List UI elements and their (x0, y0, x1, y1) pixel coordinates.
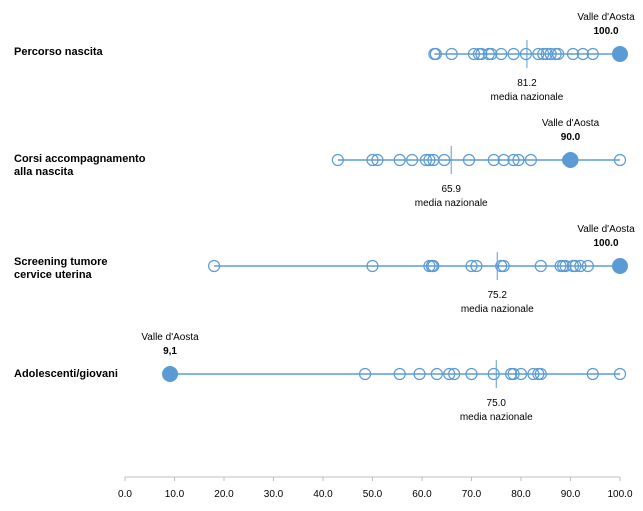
national-average-label: media nazionale (415, 198, 488, 209)
region-point (497, 259, 510, 273)
valle-daosta-point (162, 366, 179, 382)
region-point (413, 367, 426, 381)
x-tick-label: 90.0 (561, 489, 581, 500)
x-tick-label: 0.0 (118, 489, 132, 500)
valle-daosta-name-label: Valle d'Aosta (577, 224, 635, 235)
region-point (613, 367, 627, 381)
x-tick-label: 50.0 (363, 489, 383, 500)
region-point (497, 153, 510, 167)
valle-daosta-value-label: 100.0 (593, 26, 618, 37)
region-point (427, 259, 440, 273)
region-point (419, 153, 433, 167)
region-point (559, 259, 572, 273)
row-label-adolescenti: Adolescenti/giovani (14, 368, 118, 381)
valle-daosta-point (562, 152, 579, 168)
region-point (586, 367, 599, 381)
region-point (569, 259, 582, 273)
region-point (527, 367, 540, 381)
national-average-value: 81.2 (517, 78, 537, 89)
row-label-adolescenti-line-1: Adolescenti/giovani (14, 368, 118, 380)
region-point (581, 259, 594, 273)
region-point (208, 259, 221, 273)
region-point (465, 259, 478, 273)
region-point (366, 259, 379, 273)
national-average-value: 75.2 (488, 290, 508, 301)
region-point (566, 47, 580, 61)
valle-daosta-point (612, 46, 628, 62)
region-point (406, 153, 419, 167)
national-average-label: media nazionale (461, 304, 534, 315)
x-tick-label: 80.0 (511, 489, 531, 500)
region-point (371, 153, 384, 167)
region-point (512, 153, 525, 167)
valle-daosta-point (612, 258, 628, 274)
region-point (519, 47, 533, 61)
x-tick-label: 70.0 (462, 489, 482, 500)
region-point (331, 153, 344, 167)
region-point (487, 153, 500, 167)
x-tick-label: 20.0 (214, 489, 234, 500)
x-tick-label: 100.0 (607, 489, 632, 500)
row-label-percorso: Percorso nascita (14, 46, 103, 59)
region-point (544, 47, 557, 61)
row-label-percorso-line-1: Percorso nascita (14, 46, 103, 58)
region-point (438, 153, 451, 167)
region-point (429, 47, 442, 61)
row-label-screening-line-1: Screening tumore (14, 256, 108, 268)
region-point (507, 367, 520, 381)
region-point (552, 47, 565, 61)
region-point (507, 153, 520, 167)
region-point (430, 367, 443, 381)
region-point (485, 47, 498, 61)
region-point (532, 47, 545, 61)
region-point (427, 153, 440, 167)
row-label-screening-line-2: cervice uterina (14, 269, 92, 281)
row-label-screening: Screening tumore cervice uterina (14, 256, 108, 282)
region-point (537, 47, 550, 61)
region-point (576, 47, 589, 61)
region-point (393, 367, 406, 381)
region-point (524, 153, 538, 167)
region-point (534, 367, 547, 381)
national-average-value: 75.0 (487, 398, 507, 409)
valle-daosta-value-label: 90.0 (561, 132, 581, 143)
region-point (507, 47, 520, 61)
region-point (393, 153, 406, 167)
region-point (574, 259, 587, 273)
region-point (443, 367, 456, 381)
row-label-corsi-line-2: alla nascita (14, 166, 74, 178)
region-point (534, 259, 547, 273)
valle-daosta-name-label: Valle d'Aosta (141, 332, 199, 343)
region-point (448, 367, 461, 381)
region-point (467, 47, 481, 61)
region-point (462, 153, 476, 167)
national-average-label: media nazionale (460, 412, 533, 423)
region-point (465, 367, 478, 381)
x-tick-label: 10.0 (165, 489, 185, 500)
region-point (445, 47, 458, 61)
region-point (586, 47, 599, 61)
region-point (470, 259, 483, 273)
valle-daosta-name-label: Valle d'Aosta (542, 118, 600, 129)
valle-daosta-value-label: 100.0 (593, 238, 618, 249)
valle-daosta-value-label: 9,1 (163, 346, 177, 357)
region-point (487, 367, 500, 381)
region-point (423, 153, 436, 167)
valle-daosta-name-label: Valle d'Aosta (577, 12, 635, 23)
x-tick-label: 30.0 (264, 489, 284, 500)
region-point (514, 367, 528, 381)
region-point (475, 47, 488, 61)
row-label-corsi: Corsi accompagnamento alla nascita (14, 153, 145, 179)
x-tick-label: 60.0 (412, 489, 432, 500)
region-point (613, 153, 627, 167)
region-point (366, 153, 379, 167)
national-average-label: media nazionale (491, 92, 564, 103)
x-tick-label: 40.0 (313, 489, 333, 500)
region-point (495, 47, 508, 61)
row-label-corsi-line-1: Corsi accompagnamento (14, 153, 146, 165)
region-point (358, 367, 372, 381)
national-average-value: 65.9 (441, 184, 461, 195)
